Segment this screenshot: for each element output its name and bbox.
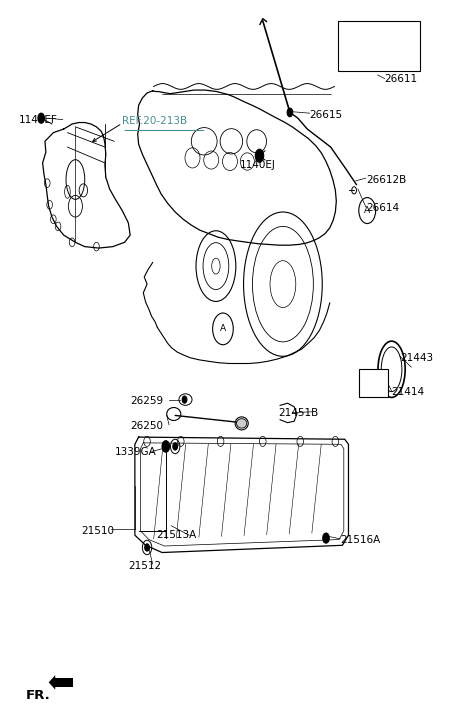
Text: 26259: 26259 xyxy=(130,396,164,406)
Text: 21414: 21414 xyxy=(392,387,425,398)
Circle shape xyxy=(162,441,170,452)
Circle shape xyxy=(182,396,187,403)
Text: 21512: 21512 xyxy=(128,561,162,571)
Circle shape xyxy=(145,544,149,551)
Text: 21451B: 21451B xyxy=(278,408,319,417)
Bar xyxy=(337,21,419,71)
Text: 21516A: 21516A xyxy=(340,535,380,545)
Text: 21513A: 21513A xyxy=(156,530,197,540)
Text: A: A xyxy=(220,324,226,334)
Text: 26611: 26611 xyxy=(384,73,418,84)
Text: REF.20-213B: REF.20-213B xyxy=(122,116,187,126)
Text: 21510: 21510 xyxy=(82,526,115,536)
Text: 1339GA: 1339GA xyxy=(115,447,157,457)
Circle shape xyxy=(287,108,293,117)
Circle shape xyxy=(323,533,329,543)
Text: 21443: 21443 xyxy=(400,353,433,363)
Text: 26614: 26614 xyxy=(366,204,399,214)
Text: 1140EF: 1140EF xyxy=(19,115,58,124)
Ellipse shape xyxy=(237,419,247,428)
Text: FR.: FR. xyxy=(25,689,50,702)
Polygon shape xyxy=(49,675,55,690)
Text: 26612B: 26612B xyxy=(366,174,406,185)
Circle shape xyxy=(38,113,45,124)
Circle shape xyxy=(255,149,264,162)
Bar xyxy=(359,369,388,398)
Text: 26250: 26250 xyxy=(130,421,163,431)
Bar xyxy=(55,678,73,687)
Text: A: A xyxy=(364,206,370,215)
Circle shape xyxy=(173,443,177,450)
Text: 26615: 26615 xyxy=(310,110,343,120)
Text: 1140EJ: 1140EJ xyxy=(239,160,275,170)
